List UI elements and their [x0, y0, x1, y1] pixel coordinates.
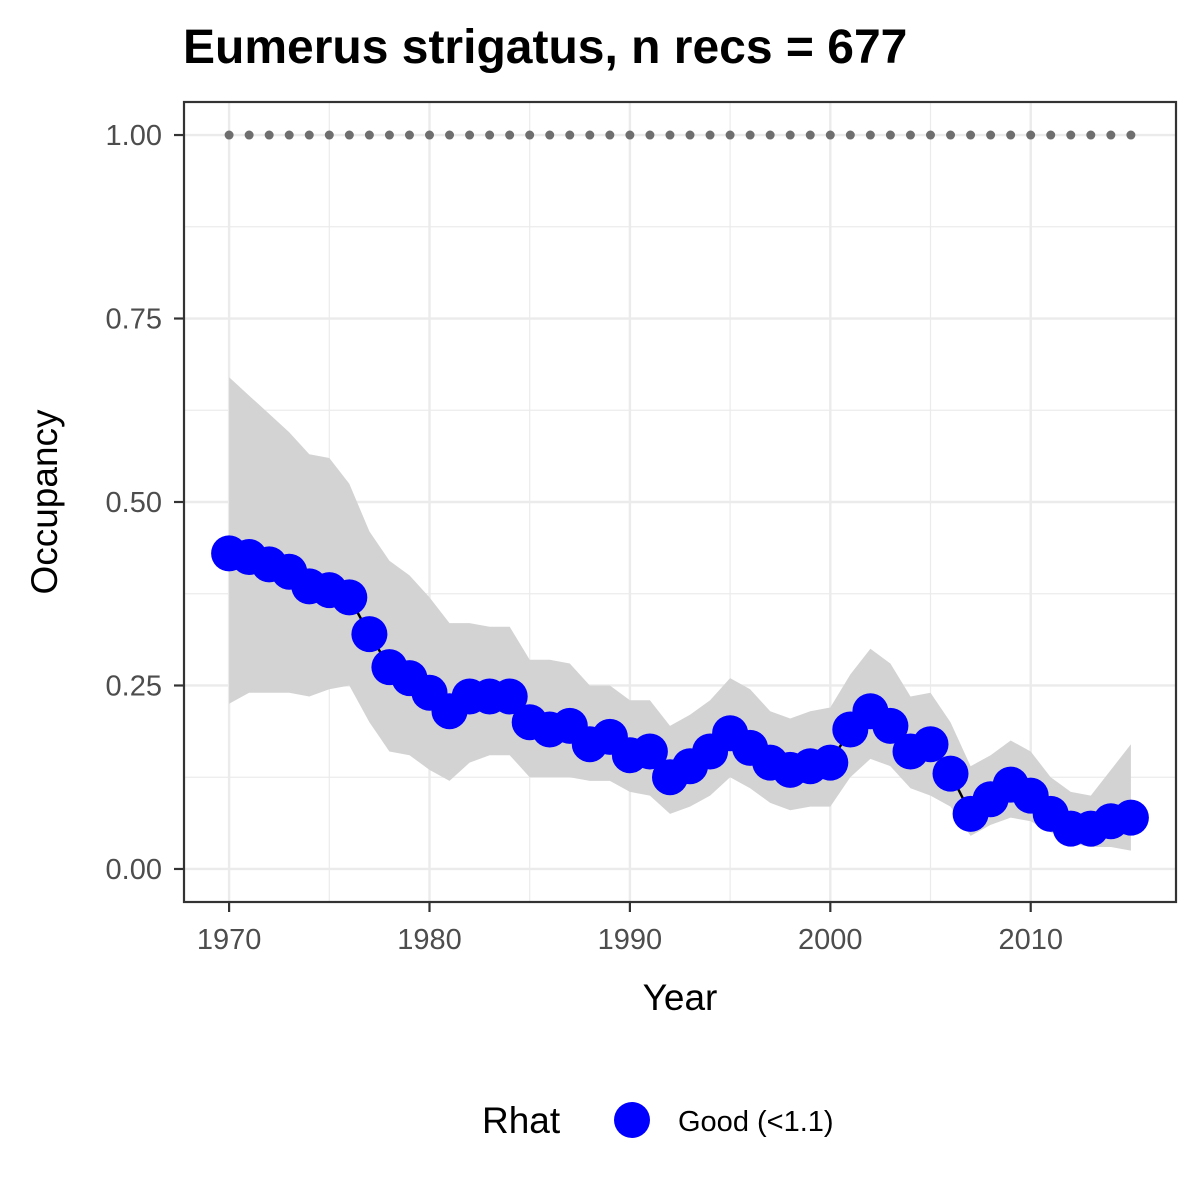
data-point	[932, 755, 969, 792]
y-tick-label: 0.50	[106, 487, 162, 519]
data-point	[491, 678, 528, 715]
chart-title: Eumerus strigatus, n recs = 677	[183, 21, 907, 74]
y-axis-title: Occupancy	[24, 409, 65, 595]
data-point	[351, 616, 388, 653]
legend-label-good: Good (<1.1)	[678, 1106, 834, 1138]
y-tick-label: 0.75	[106, 304, 162, 336]
x-tick-label: 1990	[598, 924, 663, 956]
legend-key-good	[614, 1102, 650, 1138]
y-tick-label: 0.00	[106, 854, 162, 886]
data-point	[872, 707, 909, 744]
x-tick-label: 1980	[397, 924, 462, 956]
x-tick-label: 2010	[998, 924, 1063, 956]
x-axis-title: Year	[643, 977, 718, 1018]
x-tick-label: 1970	[197, 924, 262, 956]
data-point	[631, 733, 668, 770]
data-point	[812, 744, 849, 781]
data-point	[331, 579, 368, 616]
legend-title: Rhat	[482, 1100, 561, 1141]
data-point	[1112, 799, 1149, 836]
data-points-layer	[211, 535, 1149, 847]
x-tick-label: 2000	[798, 924, 863, 956]
y-tick-label: 1.00	[106, 120, 162, 152]
legend: Rhat Good (<1.1)	[482, 1100, 834, 1141]
axes: 1970 1980 1990 2000 2010 0.00 0.25 0.50 0.75 1.00	[106, 120, 1063, 956]
y-tick-label: 0.25	[106, 670, 162, 702]
data-point	[912, 726, 949, 763]
